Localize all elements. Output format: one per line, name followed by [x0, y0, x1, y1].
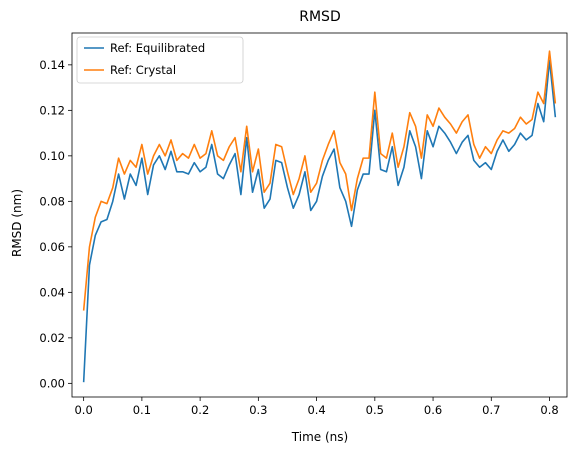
x-tick-label: 0.8 — [540, 403, 558, 417]
chart-title: RMSD — [299, 9, 340, 25]
x-tick-label: 0.3 — [249, 403, 267, 417]
y-tick-label: 0.04 — [39, 285, 65, 299]
legend: Ref: Equilibrated Ref: Crystal — [76, 36, 244, 84]
x-tick-label: 0.0 — [74, 403, 92, 417]
y-axis-label: RMSD (nm) — [10, 189, 24, 257]
y-tick-label: 0.02 — [39, 331, 65, 345]
x-tick-label: 0.6 — [424, 403, 442, 417]
axes-frame — [71, 32, 568, 398]
x-tick-label: 0.1 — [133, 403, 151, 417]
x-tick-label: 0.2 — [191, 403, 209, 417]
x-axis-ticks: 0.0 0.1 0.2 0.3 0.4 0.5 0.6 0.7 0.8 — [74, 397, 559, 417]
x-tick-label: 0.5 — [366, 403, 384, 417]
legend-label-equilibrated: Ref: Equilibrated — [110, 41, 205, 55]
x-axis-label: Time (ns) — [291, 430, 348, 444]
y-axis-ticks: 0.00 0.02 0.04 0.06 0.08 0.10 0.12 0.14 — [39, 58, 72, 390]
series-line-equilibrated — [82, 59, 557, 383]
legend-label-crystal: Ref: Crystal — [110, 63, 176, 77]
series-line-crystal — [82, 50, 557, 311]
x-tick-label: 0.7 — [482, 403, 500, 417]
y-tick-label: 0.08 — [39, 194, 65, 208]
legend-box — [76, 36, 244, 84]
y-tick-label: 0.12 — [39, 103, 65, 117]
y-tick-label: 0.00 — [39, 376, 65, 390]
series-lines — [82, 50, 557, 383]
y-tick-label: 0.10 — [39, 149, 65, 163]
y-tick-label: 0.06 — [39, 240, 65, 254]
x-tick-label: 0.4 — [307, 403, 325, 417]
y-tick-label: 0.14 — [39, 58, 65, 72]
